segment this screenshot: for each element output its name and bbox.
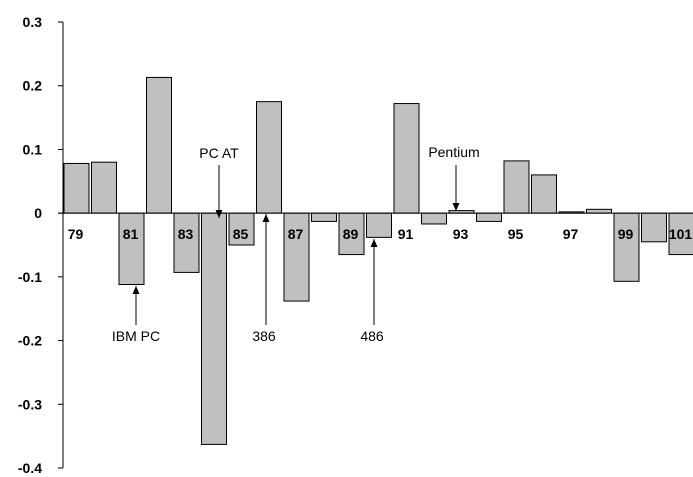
y-tick-label: 0 <box>34 205 42 221</box>
bar-94 <box>476 212 502 222</box>
bar-83 <box>173 212 200 273</box>
annotation-pentium: Pentium <box>428 144 480 211</box>
y-tick-label: 0.2 <box>23 78 43 94</box>
bar-81 <box>118 212 145 286</box>
x-tick-label: 97 <box>563 226 579 242</box>
y-tick-label: 0.1 <box>23 141 43 157</box>
x-tick-label: 99 <box>618 226 634 242</box>
bar-96 <box>531 174 557 214</box>
bar-91 <box>393 103 420 214</box>
x-tick-label: 89 <box>343 226 359 242</box>
annotation-label: Pentium <box>428 144 479 160</box>
arrow-head-icon <box>132 286 140 294</box>
bar-80 <box>91 161 117 214</box>
y-tick-label: -0.1 <box>18 269 42 285</box>
annotation-486: 486 <box>360 239 384 344</box>
bar-95 <box>503 160 530 214</box>
bar-88 <box>311 212 337 222</box>
bar-79 <box>63 162 90 214</box>
x-tick-label: 93 <box>453 226 469 242</box>
annotation-ibm-pc: IBM PC <box>112 286 160 344</box>
y-tick-label: -0.4 <box>18 460 42 476</box>
x-tick-label: 91 <box>398 226 414 242</box>
bar-100 <box>641 212 667 243</box>
x-tick-label: 83 <box>178 226 194 242</box>
x-tick-label: 87 <box>288 226 304 242</box>
annotation-pc-at: PC AT <box>199 145 239 218</box>
arrow-head-icon <box>370 239 378 247</box>
x-tick-label: 79 <box>68 226 84 242</box>
annotation-label: PC AT <box>199 145 239 161</box>
y-axis: 0.3 0.2 0.1 0 -0.1 -0.2 -0.3 -0.4 <box>18 14 64 476</box>
x-tick-label: 81 <box>123 226 139 242</box>
arrow-head-icon <box>262 214 270 222</box>
bar-82 <box>146 76 172 214</box>
arrow-head-icon <box>215 210 223 218</box>
annotations: IBM PC PC AT 386 486 Pentium <box>112 144 480 344</box>
bar-90 <box>366 212 392 238</box>
arrow-head-icon <box>452 203 460 211</box>
annotation-386: 386 <box>252 214 276 344</box>
bar-92 <box>421 212 447 225</box>
bar-98 <box>586 208 612 214</box>
x-tick-label: 95 <box>508 226 524 242</box>
annotation-label: 386 <box>252 328 276 344</box>
bar-86 <box>256 101 282 214</box>
bars <box>63 76 693 445</box>
x-tick-label: 101 <box>669 226 693 242</box>
y-tick-label: -0.3 <box>18 396 42 412</box>
annotation-label: IBM PC <box>112 328 160 344</box>
x-tick-label: 85 <box>233 226 249 242</box>
x-axis-labels: 79 81 83 85 87 89 91 93 95 97 99 101 <box>68 226 693 242</box>
bar-84 <box>201 212 227 445</box>
bar-87 <box>283 212 310 302</box>
annotation-label: 486 <box>360 328 384 344</box>
y-tick-label: 0.3 <box>23 14 43 30</box>
bar-99 <box>613 212 640 282</box>
y-tick-label: -0.2 <box>18 333 42 349</box>
